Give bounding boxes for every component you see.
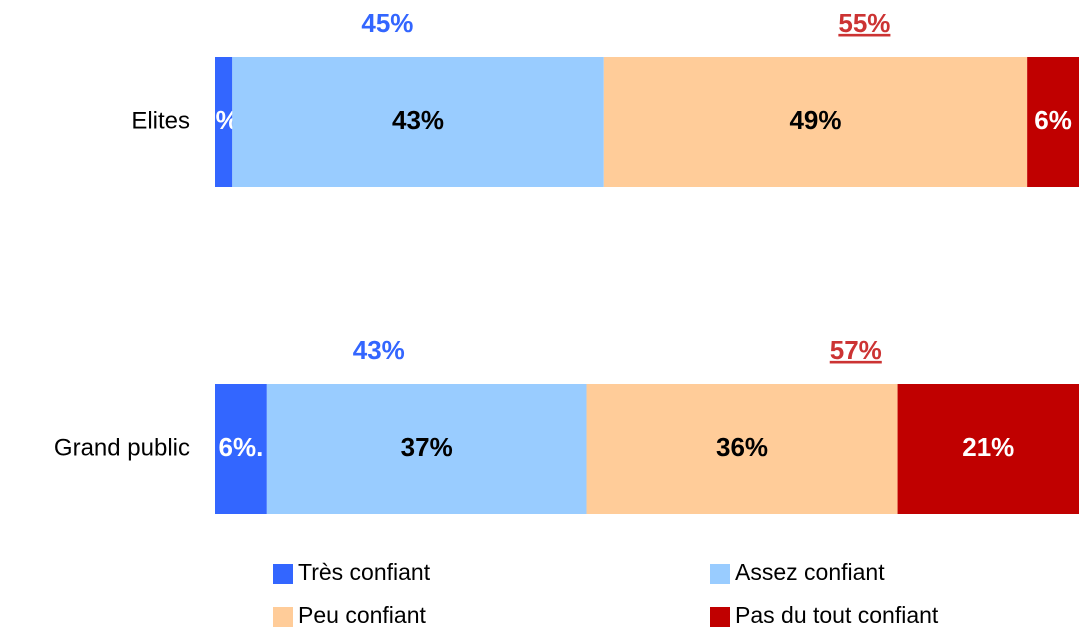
legend-label: Assez confiant: [735, 559, 885, 585]
positive-total: 45%: [361, 8, 413, 38]
bar-segment: [215, 384, 267, 514]
legend-swatch: [273, 564, 293, 584]
data-label: 49%: [789, 105, 841, 135]
data-label: 21%: [962, 432, 1014, 462]
bar-segment: [897, 384, 1079, 514]
data-label: 6%: [1034, 105, 1072, 135]
bar-segment: [1027, 57, 1079, 187]
category-label: Elites: [131, 107, 190, 134]
category-label: Grand public: [54, 434, 190, 461]
bar-segment: [266, 384, 587, 514]
data-label: 37%: [401, 432, 453, 462]
legend-swatch: [710, 607, 730, 627]
bar-segment: [586, 384, 898, 514]
bar-segment: [232, 57, 604, 187]
legend-label: Pas du tout confiant: [735, 602, 939, 628]
negative-total: 57%: [830, 335, 882, 365]
negative-total: 55%: [838, 8, 890, 38]
legend-swatch: [273, 607, 293, 627]
data-label: 43%: [392, 105, 444, 135]
bar-segment: [603, 57, 1028, 187]
legend-label: Très confiant: [298, 559, 431, 585]
bar-segment: [215, 57, 233, 187]
legend-label: Peu confiant: [298, 602, 426, 628]
legend-swatch: [710, 564, 730, 584]
positive-total: 43%: [353, 335, 405, 365]
data-label: 36%: [716, 432, 768, 462]
data-label: 6%.: [219, 432, 264, 462]
